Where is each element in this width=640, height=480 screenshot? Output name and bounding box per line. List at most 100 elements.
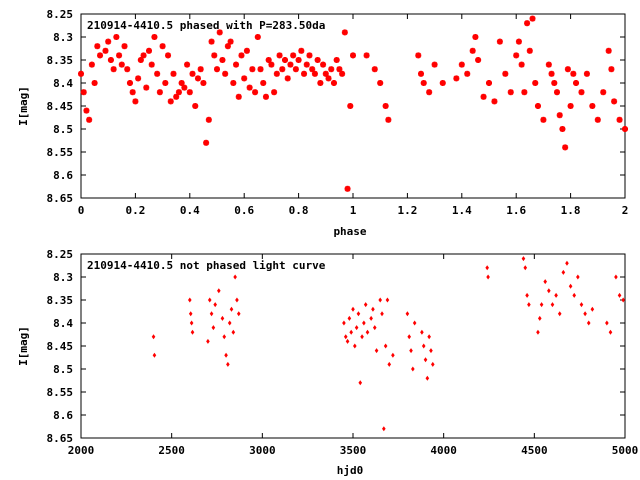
data-point xyxy=(518,61,525,68)
data-point xyxy=(345,338,350,344)
data-point xyxy=(385,297,390,303)
x-tick-label: 0.6 xyxy=(234,204,254,217)
data-point xyxy=(189,320,194,326)
x-tick-label: 3000 xyxy=(249,444,276,457)
data-point xyxy=(557,311,562,317)
data-point xyxy=(301,70,308,77)
data-point xyxy=(260,80,267,86)
y-tick-label: 8.4 xyxy=(53,317,73,330)
data-point xyxy=(475,57,482,63)
data-point xyxy=(418,70,424,77)
data-point xyxy=(287,61,294,68)
data-point xyxy=(578,89,585,96)
y-tick-label: 8.4 xyxy=(53,77,73,90)
data-point xyxy=(341,29,348,36)
data-point xyxy=(309,66,316,73)
x-tick-label: 2500 xyxy=(158,444,185,457)
data-point xyxy=(529,15,536,22)
data-point xyxy=(554,89,560,96)
data-point xyxy=(262,93,269,100)
data-point xyxy=(608,66,615,73)
data-point xyxy=(276,52,283,59)
data-point xyxy=(252,89,259,96)
data-point xyxy=(583,311,587,317)
y-axis-label: I[mag] xyxy=(17,326,30,366)
y-tick-label: 8.5 xyxy=(53,123,73,136)
data-point xyxy=(485,265,489,271)
data-point xyxy=(616,116,623,123)
data-point xyxy=(165,52,172,59)
data-point xyxy=(284,75,291,82)
data-point xyxy=(383,343,388,349)
x-tick-label: 1.4 xyxy=(452,204,472,217)
data-point xyxy=(271,89,278,96)
data-point xyxy=(570,70,577,77)
data-point xyxy=(431,61,438,68)
data-point xyxy=(430,361,435,367)
data-point xyxy=(152,352,157,358)
data-point xyxy=(105,38,112,45)
data-point xyxy=(129,89,136,96)
data-point xyxy=(377,80,384,86)
data-point xyxy=(385,116,392,123)
data-point xyxy=(229,306,234,312)
data-point xyxy=(550,302,555,308)
x-tick-label: 3500 xyxy=(340,444,367,457)
data-point xyxy=(336,66,343,73)
data-point xyxy=(545,61,552,68)
data-point xyxy=(491,98,498,105)
data-point xyxy=(268,61,275,68)
data-point xyxy=(353,343,357,349)
data-point xyxy=(561,269,566,275)
data-point xyxy=(217,288,221,294)
data-point xyxy=(207,297,212,303)
data-point xyxy=(190,329,195,335)
data-point xyxy=(342,320,346,326)
data-point xyxy=(594,116,601,123)
data-point xyxy=(107,57,114,63)
y-tick-label: 8.6 xyxy=(53,409,73,422)
data-point xyxy=(526,47,533,54)
data-point xyxy=(246,84,253,91)
data-point xyxy=(374,348,379,354)
y-tick-label: 8.45 xyxy=(47,100,74,113)
x-tick-label: 1.6 xyxy=(506,204,526,217)
data-point xyxy=(227,320,232,326)
data-point xyxy=(420,80,427,86)
y-tick-label: 8.55 xyxy=(47,386,74,399)
data-point xyxy=(568,283,573,289)
data-point xyxy=(325,75,332,82)
data-point xyxy=(380,311,384,317)
data-point xyxy=(515,38,522,45)
x-tick-label: 1.8 xyxy=(561,204,581,217)
data-point xyxy=(502,70,509,77)
x-tick-label: 4500 xyxy=(521,444,548,457)
x-tick-label: 0.2 xyxy=(125,204,145,217)
data-point xyxy=(590,306,595,312)
data-point xyxy=(523,265,528,271)
data-point xyxy=(576,274,580,280)
data-point xyxy=(222,70,229,77)
data-point xyxy=(559,126,566,132)
data-point xyxy=(279,66,286,73)
data-point xyxy=(188,311,193,317)
data-point xyxy=(369,315,373,321)
data-point xyxy=(206,338,210,344)
data-point xyxy=(537,315,542,321)
data-point xyxy=(486,274,490,280)
data-point xyxy=(233,274,237,280)
y-tick-label: 8.65 xyxy=(47,432,74,445)
data-point xyxy=(586,320,591,326)
data-point xyxy=(175,89,182,96)
data-point xyxy=(589,103,596,109)
x-tick-label: 2000 xyxy=(68,444,95,457)
data-point xyxy=(88,61,95,68)
data-point xyxy=(371,306,375,312)
data-point xyxy=(110,66,117,73)
data-point xyxy=(527,302,531,308)
data-point xyxy=(565,260,569,266)
data-point xyxy=(551,80,558,86)
data-point xyxy=(298,47,305,54)
data-point xyxy=(556,112,563,119)
x-tick-label: 0.4 xyxy=(180,204,200,217)
